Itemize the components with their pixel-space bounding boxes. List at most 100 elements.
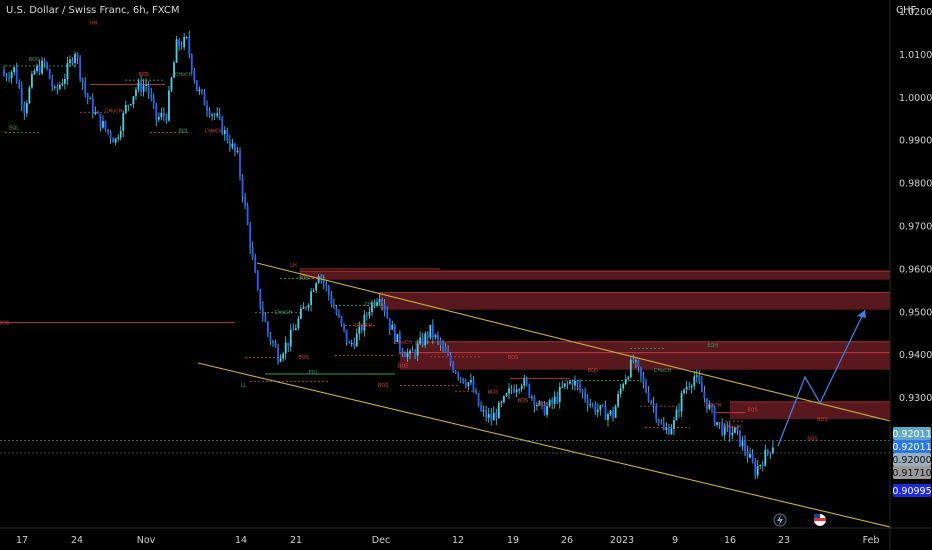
candle-body <box>119 130 122 138</box>
candle-body <box>637 360 640 368</box>
candle-body <box>716 422 718 425</box>
candle-body <box>376 301 378 306</box>
candle-body <box>170 77 173 91</box>
candle-body <box>754 461 757 476</box>
candle-body <box>188 36 191 55</box>
structure-label: BOS <box>488 389 498 395</box>
candle-body <box>213 114 216 116</box>
candle-body <box>292 329 295 331</box>
candle-body <box>264 316 267 323</box>
candle-body <box>523 378 526 386</box>
x-tick-label: 9 <box>672 535 678 546</box>
candle-body <box>74 54 76 64</box>
candle-body <box>655 405 658 420</box>
candle-body <box>279 358 282 362</box>
candle-body <box>442 345 444 347</box>
candle-body <box>685 386 688 390</box>
candle-body <box>388 318 391 330</box>
candle-body <box>223 130 226 135</box>
candle-body <box>520 385 523 390</box>
candle-body <box>322 278 325 284</box>
candle-body <box>363 314 366 331</box>
candle-body <box>241 176 244 197</box>
candle-body <box>472 380 475 392</box>
candle-body <box>383 303 386 313</box>
candle-body <box>457 373 460 378</box>
candle-body <box>221 117 224 135</box>
structure-label: BOS <box>378 383 388 389</box>
candle-body <box>114 138 117 143</box>
candle-body <box>571 381 574 386</box>
structure-label: BOS <box>747 407 757 413</box>
candle-body <box>226 130 229 142</box>
flag-icon[interactable] <box>814 514 826 526</box>
x-tick-label: 12 <box>452 535 464 546</box>
candle-body <box>614 406 617 418</box>
structure-label: CHoCH <box>205 128 223 134</box>
candle-body <box>574 380 576 386</box>
candle-body <box>634 360 637 362</box>
candle-body <box>289 329 292 347</box>
candle-body <box>343 323 345 330</box>
candle-body <box>607 414 609 420</box>
candle-body <box>53 86 56 88</box>
structure-label: EQL <box>308 370 318 376</box>
candle-body <box>350 342 353 344</box>
candle-body <box>551 399 554 404</box>
projection-path <box>777 309 866 447</box>
candle-body <box>96 112 99 114</box>
structure-label: EQH <box>707 343 718 349</box>
candle-body <box>10 72 13 79</box>
candle-body <box>670 428 673 435</box>
candle-body <box>142 85 145 92</box>
candle-body <box>409 350 411 354</box>
candle-body <box>528 384 531 397</box>
candle-body <box>294 328 297 331</box>
candle-body <box>510 388 513 390</box>
x-tick-label: Nov <box>137 535 156 546</box>
candle-body <box>675 409 678 421</box>
candle-body <box>236 151 239 153</box>
candle-body <box>234 143 236 152</box>
candle-body <box>15 67 18 83</box>
candle-body <box>274 343 277 348</box>
candle-body <box>398 333 401 350</box>
candle-body <box>708 404 711 409</box>
candle-body <box>335 308 338 314</box>
candle-body <box>51 79 54 87</box>
candle-body <box>711 404 713 408</box>
candle-body <box>459 377 462 379</box>
price-badge <box>893 440 931 453</box>
candle-body <box>594 404 597 413</box>
candle-body <box>586 399 589 406</box>
structure-label: BOS <box>817 417 827 423</box>
candle-body <box>99 113 102 128</box>
structure-label: BOS <box>807 437 817 443</box>
candle-body <box>137 82 140 90</box>
candle-body <box>421 337 424 346</box>
price-badge-label: 0.90995 <box>892 486 931 497</box>
candle-body <box>548 399 551 407</box>
candle-body <box>680 393 683 412</box>
candle-body <box>360 326 363 331</box>
candle-body <box>368 312 371 316</box>
candle-body <box>107 129 109 133</box>
flash-icon[interactable] <box>773 513 787 527</box>
candle-body <box>401 349 404 355</box>
candle-body <box>61 83 64 86</box>
candle-body <box>530 396 533 398</box>
candle-body <box>381 299 384 304</box>
candle-body <box>553 396 556 404</box>
structure-label: CHoCH <box>355 323 373 329</box>
candle-body <box>736 427 739 431</box>
candle-body <box>452 363 455 372</box>
candle-body <box>434 335 437 338</box>
price-badge <box>893 427 931 440</box>
structure-label: CHoCH <box>175 72 193 78</box>
candle-body <box>162 113 165 117</box>
candle-body <box>454 371 457 374</box>
candle-body <box>297 318 300 329</box>
